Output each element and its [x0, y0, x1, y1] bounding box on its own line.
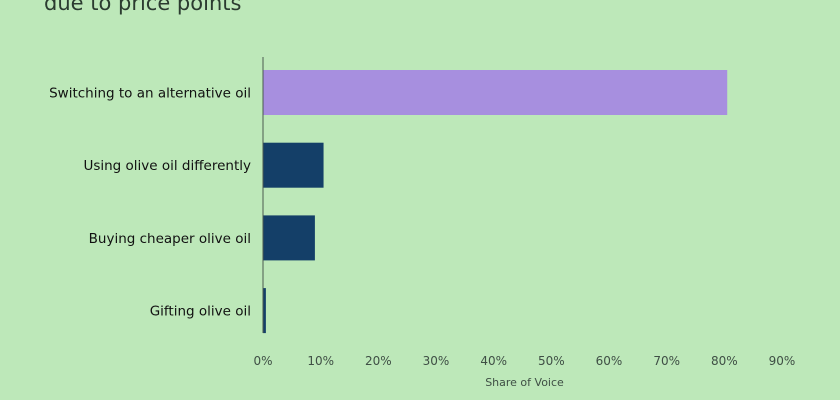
- x-tick-label-9: 90%: [769, 354, 796, 368]
- category-label-3: Gifting olive oil: [150, 304, 251, 320]
- bar-3: [263, 288, 266, 334]
- x-tick-label-4: 40%: [480, 354, 507, 368]
- bar-0: [263, 70, 728, 115]
- x-tick-label-5: 50%: [538, 354, 565, 368]
- x-axis-title: Share of Voice: [485, 376, 564, 389]
- category-label-1: Using olive oil differently: [83, 158, 251, 174]
- x-tick-label-7: 70%: [653, 354, 680, 368]
- x-tick-label-0: 0%: [253, 354, 272, 368]
- x-tick-labels: 0% 10% 20% 30% 40% 50% 60% 70% 80% 90%: [253, 354, 795, 368]
- category-labels: Switching to an alternative oil Using oli…: [49, 86, 251, 320]
- x-tick-label-8: 80%: [711, 354, 738, 368]
- bars-group: [263, 70, 728, 334]
- x-tick-label-6: 60%: [596, 354, 623, 368]
- chart-title: due to price points: [44, 0, 242, 15]
- category-label-2: Buying cheaper olive oil: [89, 231, 251, 247]
- category-label-0: Switching to an alternative oil: [49, 86, 251, 102]
- bar-2: [263, 215, 315, 261]
- x-tick-label-3: 30%: [423, 354, 450, 368]
- x-tick-label-1: 10%: [307, 354, 334, 368]
- bar-1: [263, 142, 324, 188]
- x-tick-label-2: 20%: [365, 354, 392, 368]
